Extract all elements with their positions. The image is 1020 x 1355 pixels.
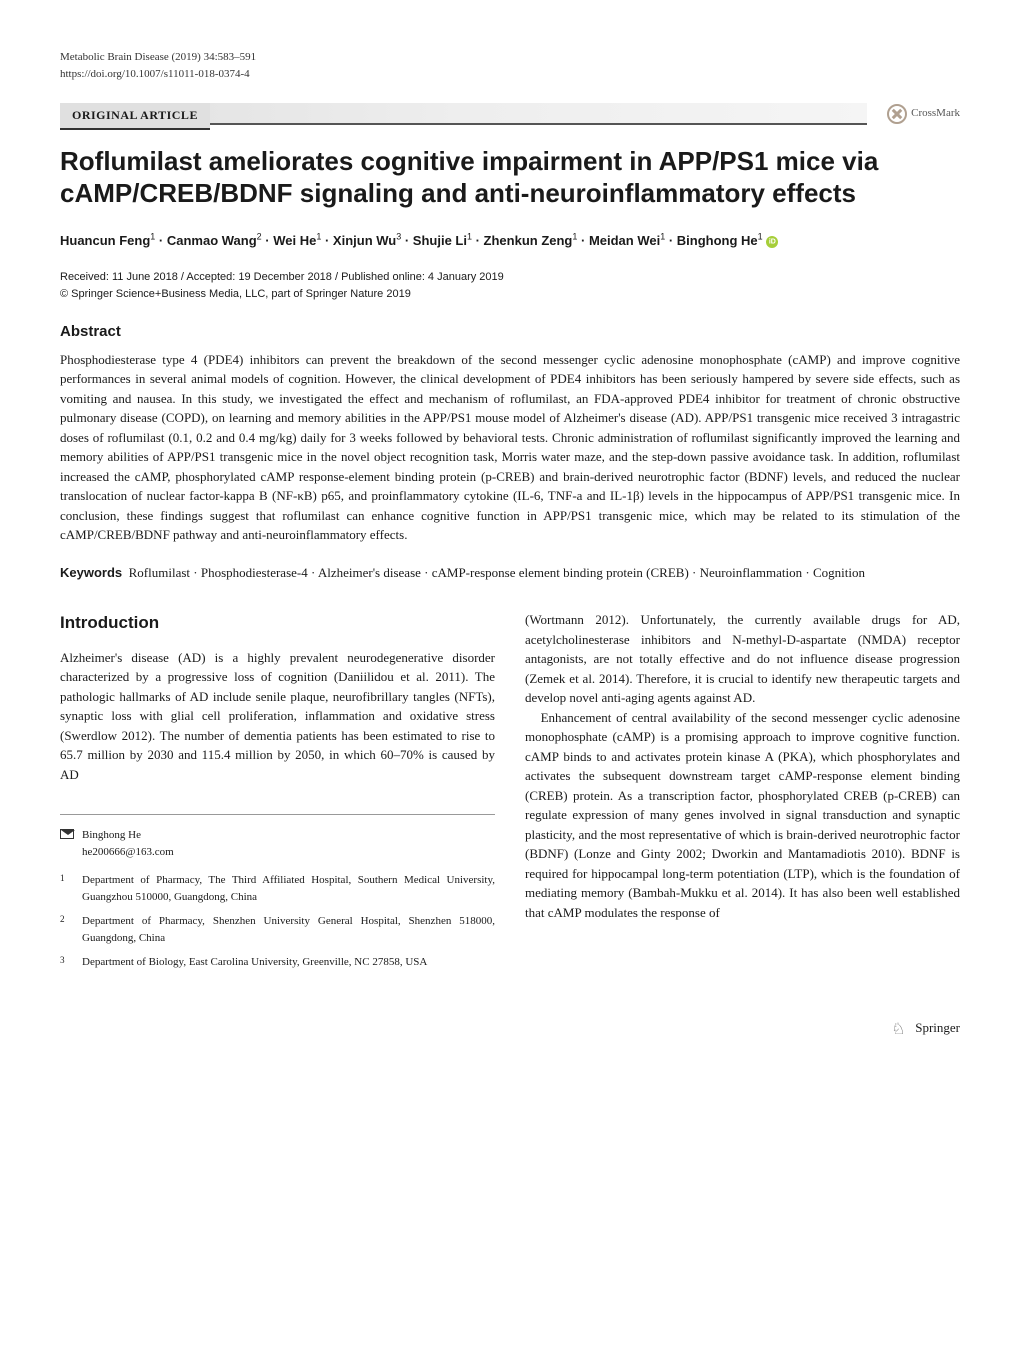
- affil-num: 3: [60, 954, 70, 971]
- corr-email: he200666@163.com: [82, 844, 174, 861]
- intro-paragraph-1: Alzheimer's disease (AD) is a highly pre…: [60, 648, 495, 785]
- page-footer: Springer: [60, 1019, 960, 1037]
- intro-text-2: (Wortmann 2012). Unfortunately, the curr…: [525, 610, 960, 708]
- corr-name: Binghong He: [82, 827, 174, 844]
- affil-num: 1: [60, 872, 70, 905]
- abstract-text: Phosphodiesterase type 4 (PDE4) inhibito…: [60, 350, 960, 545]
- springer-icon: [891, 1019, 909, 1037]
- affiliation-item: 3 Department of Biology, East Carolina U…: [60, 954, 495, 971]
- intro-text-1: Alzheimer's disease (AD) is a highly pre…: [60, 648, 495, 785]
- abstract-heading: Abstract: [60, 321, 960, 342]
- affil-text: Department of Pharmacy, The Third Affili…: [82, 872, 495, 905]
- journal-header: Metabolic Brain Disease (2019) 34:583–59…: [60, 50, 960, 83]
- introduction-heading: Introduction: [60, 610, 495, 636]
- publisher-name: Springer: [915, 1019, 960, 1037]
- article-dates: Received: 11 June 2018 / Accepted: 19 De…: [60, 270, 960, 285]
- journal-meta: Metabolic Brain Disease (2019) 34:583–59…: [60, 50, 960, 65]
- authors-text: Huancun Feng1 · Canmao Wang2 · Wei He1 ·…: [60, 233, 763, 248]
- affiliation-item: 1 Department of Pharmacy, The Third Affi…: [60, 872, 495, 905]
- copyright-notice: © Springer Science+Business Media, LLC, …: [60, 287, 960, 302]
- affil-num: 2: [60, 913, 70, 946]
- doi: https://doi.org/10.1007/s11011-018-0374-…: [60, 67, 960, 82]
- intro-continuation: (Wortmann 2012). Unfortunately, the curr…: [525, 610, 960, 922]
- article-type-bar: ORIGINAL ARTICLE: [60, 103, 867, 125]
- left-column: Introduction Alzheimer's disease (AD) is…: [60, 610, 495, 979]
- right-column: (Wortmann 2012). Unfortunately, the curr…: [525, 610, 960, 979]
- keywords-label: Keywords: [60, 565, 122, 580]
- intro-text-3: Enhancement of central availability of t…: [525, 708, 960, 923]
- body-columns: Introduction Alzheimer's disease (AD) is…: [60, 610, 960, 979]
- crossmark-badge[interactable]: CrossMark: [887, 104, 960, 124]
- correspondence-box: Binghong He he200666@163.com 1 Departmen…: [60, 814, 495, 971]
- crossmark-label: CrossMark: [911, 106, 960, 121]
- corresponding-author: Binghong He he200666@163.com: [60, 827, 495, 860]
- affil-text: Department of Biology, East Carolina Uni…: [82, 954, 427, 971]
- affiliations-list: 1 Department of Pharmacy, The Third Affi…: [60, 872, 495, 971]
- keywords-values: Roflumilast · Phosphodiesterase-4 · Alzh…: [129, 565, 865, 580]
- affiliation-item: 2 Department of Pharmacy, Shenzhen Unive…: [60, 913, 495, 946]
- authors-list: Huancun Feng1 · Canmao Wang2 · Wei He1 ·…: [60, 230, 960, 252]
- article-type-row: ORIGINAL ARTICLE CrossMark: [60, 103, 960, 125]
- keywords-section: Keywords Roflumilast · Phosphodiesterase…: [60, 563, 960, 583]
- crossmark-icon: [887, 104, 907, 124]
- article-title: Roflumilast ameliorates cognitive impair…: [60, 145, 960, 210]
- article-type-label: ORIGINAL ARTICLE: [60, 103, 210, 130]
- orcid-icon[interactable]: [766, 236, 778, 248]
- envelope-icon: [60, 829, 74, 839]
- affil-text: Department of Pharmacy, Shenzhen Univers…: [82, 913, 495, 946]
